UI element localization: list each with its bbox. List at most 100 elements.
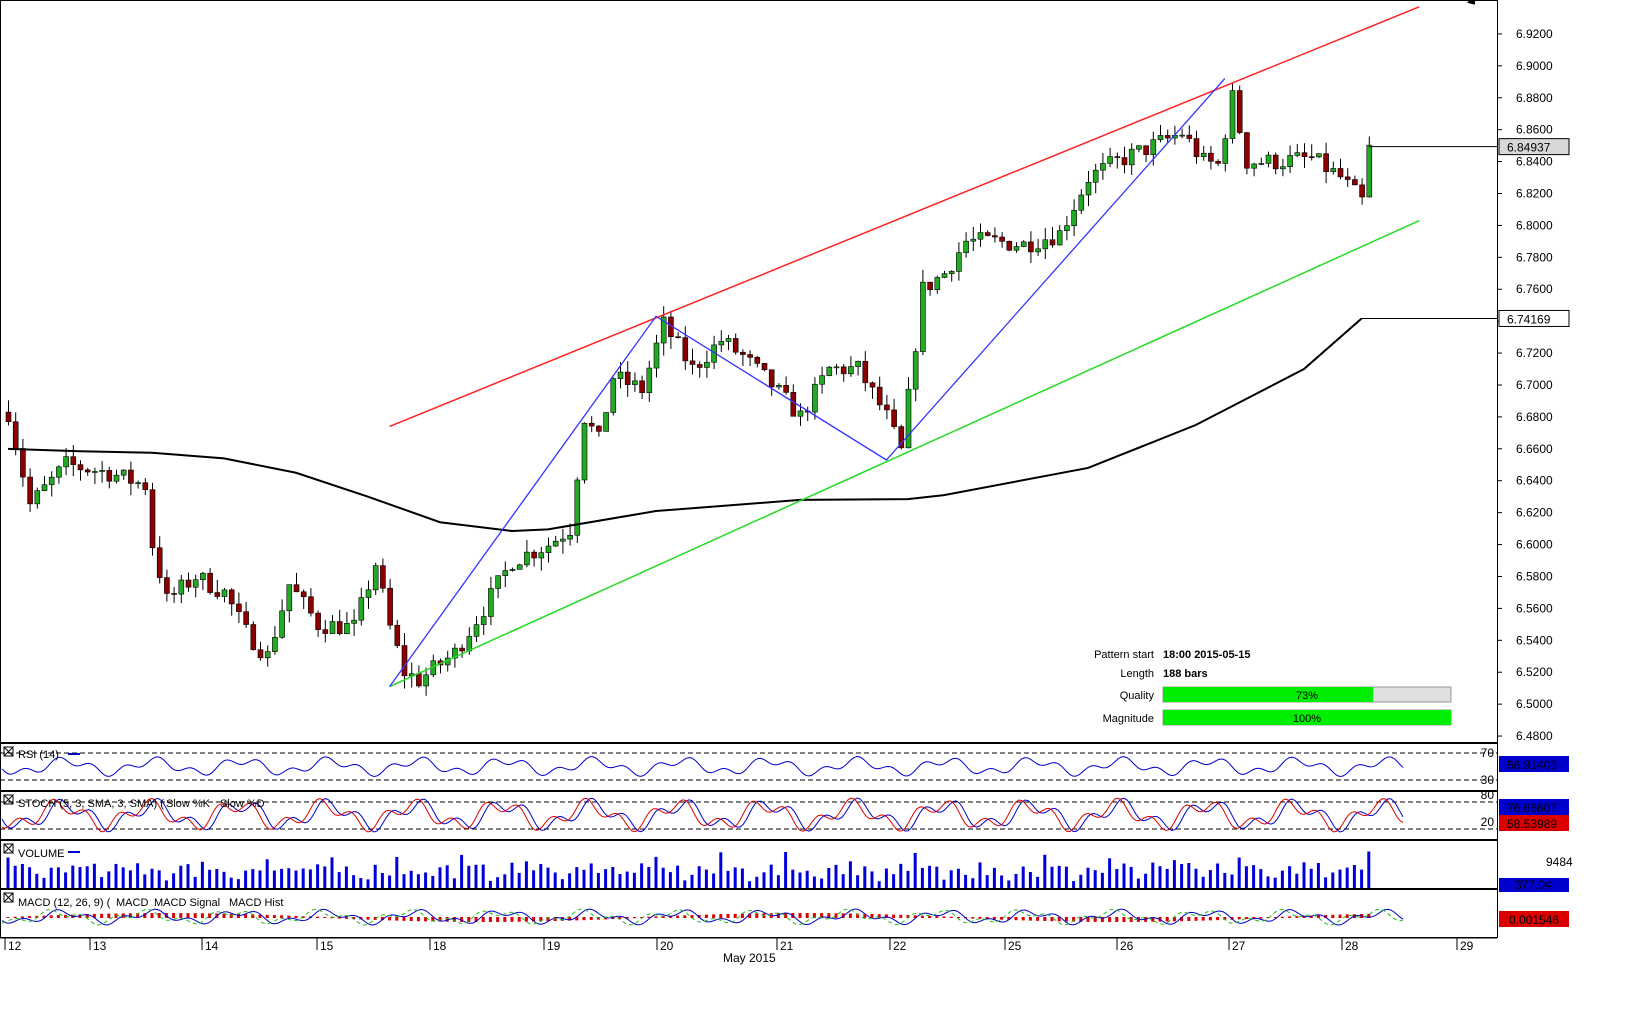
macd-hist-bar: [344, 917, 348, 919]
candle-body: [984, 232, 991, 236]
candle: [1085, 171, 1092, 207]
candle-body: [1301, 152, 1308, 157]
candle-body: [732, 338, 739, 353]
macd-hist-bar: [1280, 916, 1284, 918]
volume-bar: [676, 865, 680, 888]
macd-hist-bar: [856, 913, 860, 918]
macd-hist-bar: [539, 917, 543, 922]
candle: [495, 575, 501, 599]
candle: [1344, 168, 1351, 187]
candle-body: [1078, 194, 1085, 211]
candle: [480, 606, 487, 636]
macd-hist-bar: [409, 917, 413, 922]
candle-body: [819, 375, 825, 385]
macd-hist-bar: [1036, 917, 1040, 921]
volume-bar: [935, 866, 939, 888]
macd-hist-bar: [352, 917, 356, 920]
volume-bar: [280, 868, 284, 888]
volume-bar: [856, 875, 860, 888]
candle-body: [1107, 156, 1113, 164]
volume-bar: [503, 874, 507, 888]
volume-panel-close-x: [3, 843, 14, 854]
volume-bar: [719, 852, 723, 888]
candle: [1301, 143, 1308, 169]
candle: [77, 460, 84, 481]
y-tick-label: 6.5600: [1516, 601, 1553, 615]
candle: [1049, 227, 1056, 248]
candle: [48, 471, 55, 497]
volume-bar: [1079, 874, 1083, 888]
candle: [84, 467, 91, 476]
candle-body: [826, 366, 833, 376]
volume-bar: [913, 852, 917, 888]
candle-body: [747, 354, 753, 358]
macd-hist-bar: [805, 913, 809, 918]
x-day-label: 29: [1460, 939, 1474, 953]
candle-body: [632, 380, 638, 385]
magnitude-label: Magnitude: [1103, 713, 1154, 725]
candle-body: [740, 351, 746, 355]
candle: [509, 567, 516, 572]
macd-hist-bar: [1014, 917, 1018, 921]
volume-bar: [820, 878, 824, 888]
candle-body: [977, 232, 984, 240]
candle-body: [315, 612, 321, 630]
volume-bar: [1244, 866, 1248, 888]
volume-bar: [805, 870, 809, 888]
volume-bar: [1108, 858, 1112, 888]
y-tick-label: 6.8600: [1516, 123, 1553, 137]
volume-bar: [236, 879, 240, 888]
candle: [171, 587, 177, 603]
volume-bar: [215, 869, 219, 888]
macd-hist-bar: [812, 913, 816, 918]
candle: [236, 592, 242, 623]
candle: [552, 535, 559, 547]
macd-hist-bar: [992, 917, 996, 920]
macd-hist-bar: [222, 913, 226, 918]
candle: [92, 467, 98, 484]
volume-bar: [56, 867, 60, 888]
volume-level: 9484: [1546, 855, 1573, 869]
candle-body: [689, 360, 696, 365]
y-tick-label: 6.5800: [1516, 569, 1553, 583]
macd-hist-bar: [294, 915, 298, 918]
volume-bar: [892, 874, 896, 888]
candle-body: [1344, 176, 1351, 180]
y-tick-label: 6.6600: [1516, 442, 1553, 456]
macd-hist-bar: [906, 915, 910, 918]
macd-hist-bar: [1064, 917, 1068, 922]
candle: [588, 416, 595, 433]
macd-hist-bar: [1100, 917, 1104, 922]
candle-body: [358, 597, 365, 621]
candle-body: [128, 469, 134, 484]
macd-hist-bar: [834, 913, 838, 918]
volume-bar: [272, 870, 276, 888]
candle-body: [1100, 163, 1106, 171]
volume-bar: [107, 871, 111, 888]
macd-hist-bar: [1129, 917, 1133, 922]
macd-hist-bar: [1309, 915, 1313, 918]
candle-body: [840, 366, 847, 375]
macd-hist-bar: [503, 917, 507, 922]
candle-body: [524, 551, 530, 566]
volume-bar: [1086, 867, 1090, 888]
candle: [596, 425, 602, 437]
candle: [41, 475, 48, 492]
volume-bar: [1273, 877, 1277, 888]
candle-body: [142, 482, 149, 490]
y-tick-label: 6.8800: [1516, 91, 1553, 105]
candle-body: [41, 484, 48, 491]
candle-body: [185, 579, 192, 588]
candle: [279, 599, 285, 639]
candle-body: [581, 422, 588, 481]
candle-body: [1049, 239, 1056, 246]
candle-body: [1280, 166, 1286, 170]
pattern-start-value: 18:00 2015-05-15: [1163, 649, 1250, 661]
main-panel-frame: [0, 0, 1498, 743]
candle: [1157, 125, 1164, 143]
macd-hist-bar: [676, 915, 680, 918]
candle-body: [394, 624, 401, 646]
macd-hist-bar: [1259, 917, 1263, 919]
candle-body: [5, 411, 12, 422]
candle-body: [336, 621, 343, 635]
